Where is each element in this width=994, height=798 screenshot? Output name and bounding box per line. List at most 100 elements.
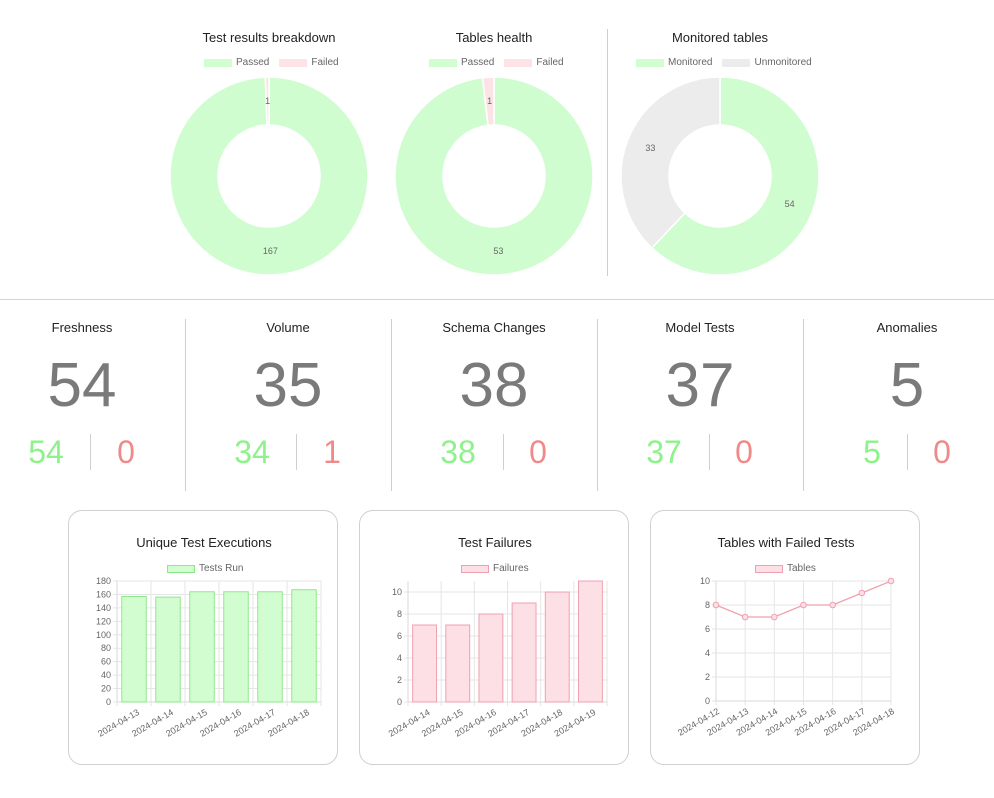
legend-label: Monitored bbox=[668, 57, 713, 68]
stat-total: 37 bbox=[665, 351, 735, 420]
y-tick-label: 180 bbox=[96, 576, 111, 586]
line-point[interactable] bbox=[741, 613, 749, 621]
bar[interactable] bbox=[511, 602, 537, 703]
chart-card-test-failures: Test Failures Failures 0 2 4 6 8 10 2024-04-14… bbox=[359, 510, 629, 765]
donut-slice-monitored[interactable] bbox=[650, 77, 820, 276]
legend-swatch bbox=[636, 58, 664, 67]
donut-slice-value-label: 1 bbox=[487, 96, 492, 106]
legend-item-unmonitored[interactable]: Unmonitored bbox=[722, 57, 812, 68]
legend-item-tests-run[interactable]: Tests Run bbox=[167, 563, 243, 574]
y-tick-label: 10 bbox=[392, 587, 402, 597]
horizontal-divider bbox=[0, 299, 994, 300]
donut-slice-failed[interactable] bbox=[481, 77, 495, 127]
line-point[interactable] bbox=[887, 577, 895, 585]
stat-passed-count: 54 bbox=[28, 434, 64, 470]
bar[interactable] bbox=[478, 613, 504, 703]
donut-slice-value-label: 33 bbox=[645, 143, 655, 153]
stat-passed-count: 38 bbox=[440, 434, 476, 470]
bar[interactable] bbox=[412, 624, 438, 703]
legend-label: Passed bbox=[461, 57, 495, 68]
donut-slice-unmonitored[interactable] bbox=[621, 77, 721, 249]
vertical-divider bbox=[607, 29, 608, 276]
vertical-divider bbox=[391, 319, 392, 491]
donut-slice-value-label: 1 bbox=[265, 96, 270, 106]
chart-legend: Tests Run bbox=[167, 563, 243, 574]
chart-grid bbox=[404, 581, 608, 706]
legend-label: Failures bbox=[493, 563, 529, 574]
y-tick-label: 8 bbox=[705, 600, 710, 610]
bar[interactable] bbox=[291, 589, 317, 703]
legend-label: Tables bbox=[787, 563, 816, 574]
legend-label: Failed bbox=[536, 57, 564, 68]
chart-unique-test-executions: 0204060801001201401601802024-04-132024-0… bbox=[96, 576, 322, 739]
bar[interactable] bbox=[155, 596, 181, 703]
chart-title: Test Failures bbox=[458, 535, 532, 550]
donut-slice-passed[interactable] bbox=[170, 77, 369, 276]
stat-total: 5 bbox=[889, 351, 925, 420]
line-point[interactable] bbox=[712, 601, 720, 609]
donut-slice-failed[interactable] bbox=[264, 77, 270, 126]
stat-failed-count: 0 bbox=[529, 434, 547, 470]
bar[interactable] bbox=[121, 595, 147, 703]
y-tick-label: 10 bbox=[700, 576, 710, 586]
legend-item-passed[interactable]: Passed bbox=[429, 57, 494, 68]
legend-item-passed[interactable]: Passed bbox=[204, 57, 269, 68]
y-tick-label: 0 bbox=[705, 696, 710, 706]
vertical-divider bbox=[185, 319, 186, 491]
legend-item-failed[interactable]: Failed bbox=[279, 57, 339, 68]
donut-slice-passed[interactable] bbox=[395, 77, 594, 276]
stat-title: Anomalies bbox=[876, 320, 938, 335]
y-tick-label: 8 bbox=[397, 609, 402, 619]
legend-item-tables[interactable]: Tables bbox=[755, 563, 816, 574]
y-tick-label: 40 bbox=[101, 670, 111, 680]
stat-total: 38 bbox=[459, 351, 529, 420]
bar[interactable] bbox=[223, 591, 249, 703]
y-tick-label: 6 bbox=[397, 631, 402, 641]
y-tick-label: 0 bbox=[106, 697, 111, 707]
stat-failed-count: 0 bbox=[117, 434, 135, 470]
donut-title: Tables health bbox=[455, 30, 533, 45]
legend-label: Tests Run bbox=[199, 563, 244, 574]
stat-failed-count: 0 bbox=[735, 434, 753, 470]
line-point[interactable] bbox=[858, 589, 866, 597]
y-tick-label: 100 bbox=[96, 630, 111, 640]
stat-inner-divider bbox=[907, 434, 908, 470]
legend-item-failed[interactable]: Failed bbox=[504, 57, 564, 68]
legend-swatch bbox=[204, 58, 232, 67]
y-tick-label: 20 bbox=[101, 684, 111, 694]
y-tick-label: 0 bbox=[397, 697, 402, 707]
legend-item-monitored[interactable]: Monitored bbox=[636, 57, 712, 68]
stat-title: Volume bbox=[266, 320, 310, 335]
legend-label: Failed bbox=[311, 57, 339, 68]
donut-chart-monitored-tables: 54 33 bbox=[621, 77, 820, 276]
line-point[interactable] bbox=[800, 601, 807, 609]
legend-swatch bbox=[167, 564, 195, 573]
bar[interactable] bbox=[544, 591, 570, 703]
y-tick-label: 60 bbox=[101, 657, 111, 667]
chart-card-unique-test-executions: Unique Test Executions Tests Run 0 20 40 60… bbox=[68, 510, 338, 765]
stat-inner-divider bbox=[503, 434, 504, 470]
line-point[interactable] bbox=[771, 613, 778, 621]
chart-grid bbox=[113, 580, 322, 706]
bar[interactable] bbox=[189, 591, 215, 703]
stat-total: 35 bbox=[253, 351, 323, 420]
donut-chart-tables-health: 53 1 bbox=[395, 77, 594, 276]
stat-inner-divider bbox=[709, 434, 710, 470]
donut-slice-value-label: 167 bbox=[263, 246, 278, 256]
bar[interactable] bbox=[445, 624, 471, 703]
y-tick-label: 120 bbox=[96, 616, 111, 626]
donut-slice-value-label: 54 bbox=[785, 199, 795, 209]
legend-swatch bbox=[461, 564, 489, 573]
y-tick-label: 6 bbox=[705, 624, 710, 634]
bar[interactable] bbox=[257, 591, 283, 703]
line-point[interactable] bbox=[829, 601, 836, 609]
bar[interactable] bbox=[577, 580, 603, 703]
stat-title: Freshness bbox=[51, 320, 113, 335]
legend-swatch bbox=[279, 58, 308, 67]
stat-title: Schema Changes bbox=[442, 320, 546, 335]
stat-total: 54 bbox=[47, 351, 117, 420]
legend-item-failures[interactable]: Failures bbox=[461, 563, 529, 574]
legend-label: Unmonitored bbox=[754, 57, 812, 68]
chart-card-tables-with-failed-tests: Tables with Failed Tests Tables 0 2 4 6 8 10 2… bbox=[650, 510, 920, 765]
